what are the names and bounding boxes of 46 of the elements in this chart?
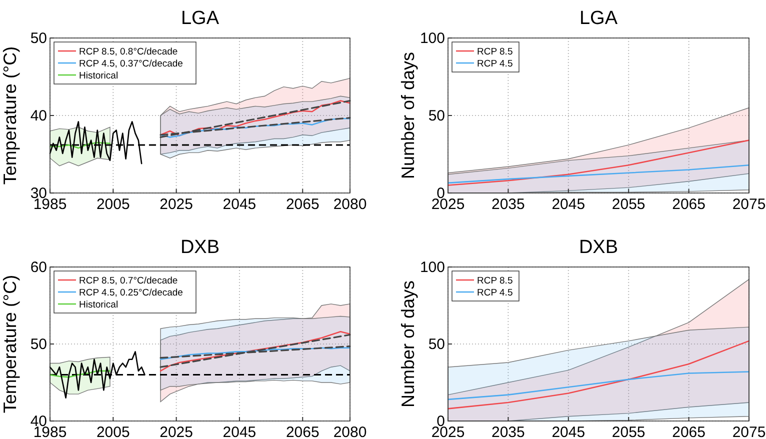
legend-label: Historical <box>79 70 118 82</box>
y-tick-label: 60 <box>30 259 47 276</box>
x-tick-label: 2075 <box>732 196 766 213</box>
x-tick-label: 2045 <box>222 196 256 213</box>
y-tick-label: 40 <box>30 108 47 124</box>
y-tick-label: 50 <box>428 108 445 124</box>
x-tick-label: 2055 <box>612 424 646 439</box>
x-tick-label: 2035 <box>492 424 525 439</box>
x-tick-label: 2055 <box>612 196 646 213</box>
y-tick-label: 50 <box>428 336 445 353</box>
legend-label: RCP 4.5 <box>477 58 513 70</box>
chart-title: DXB <box>180 237 220 258</box>
chart-title: DXB <box>578 237 618 258</box>
x-tick-label: 2065 <box>286 424 320 439</box>
x-tick-label: 2065 <box>672 424 706 439</box>
y-axis-title: Number of days <box>398 280 418 408</box>
x-tick-label: 2035 <box>492 196 525 213</box>
x-tick-label: 2005 <box>96 424 130 439</box>
x-tick-label: 2045 <box>222 424 256 439</box>
legend-label: RCP 8.5, 0.8°C/decade <box>79 46 178 58</box>
legend-label: RCP 8.5 <box>477 46 513 58</box>
x-tick-label: 2080 <box>333 196 367 213</box>
legend-label: RCP 4.5 <box>477 288 513 298</box>
chart-title: LGA <box>579 8 618 29</box>
x-tick-label: 2075 <box>732 424 766 439</box>
x-tick-label: 2025 <box>160 196 194 213</box>
y-tick-label: 100 <box>420 259 445 276</box>
y-tick-label: 100 <box>420 30 445 47</box>
legend-label: Historical <box>79 300 118 310</box>
legend-label: RCP 4.5, 0.37°C/decade <box>79 58 183 70</box>
legend-label: RCP 8.5, 0.7°C/decade <box>79 276 178 286</box>
y-tick-label: 50 <box>30 30 47 47</box>
legend-label: RCP 4.5, 0.25°C/decade <box>79 288 183 298</box>
x-tick-label: 2045 <box>552 424 586 439</box>
chart-title: LGA <box>180 8 220 29</box>
y-axis-title: Temperature (°C) <box>0 274 20 414</box>
x-tick-label: 2025 <box>160 424 194 439</box>
x-tick-label: 2045 <box>552 196 586 213</box>
y-axis-title: Temperature (°C) <box>0 46 20 185</box>
x-tick-label: 2065 <box>672 196 706 213</box>
x-tick-label: 2065 <box>286 196 320 213</box>
y-tick-label: 50 <box>30 336 47 353</box>
x-tick-label: 2080 <box>333 424 367 439</box>
legend-label: RCP 8.5 <box>477 276 513 286</box>
x-tick-label: 2005 <box>96 196 130 213</box>
y-axis-title: Number of days <box>398 52 418 180</box>
